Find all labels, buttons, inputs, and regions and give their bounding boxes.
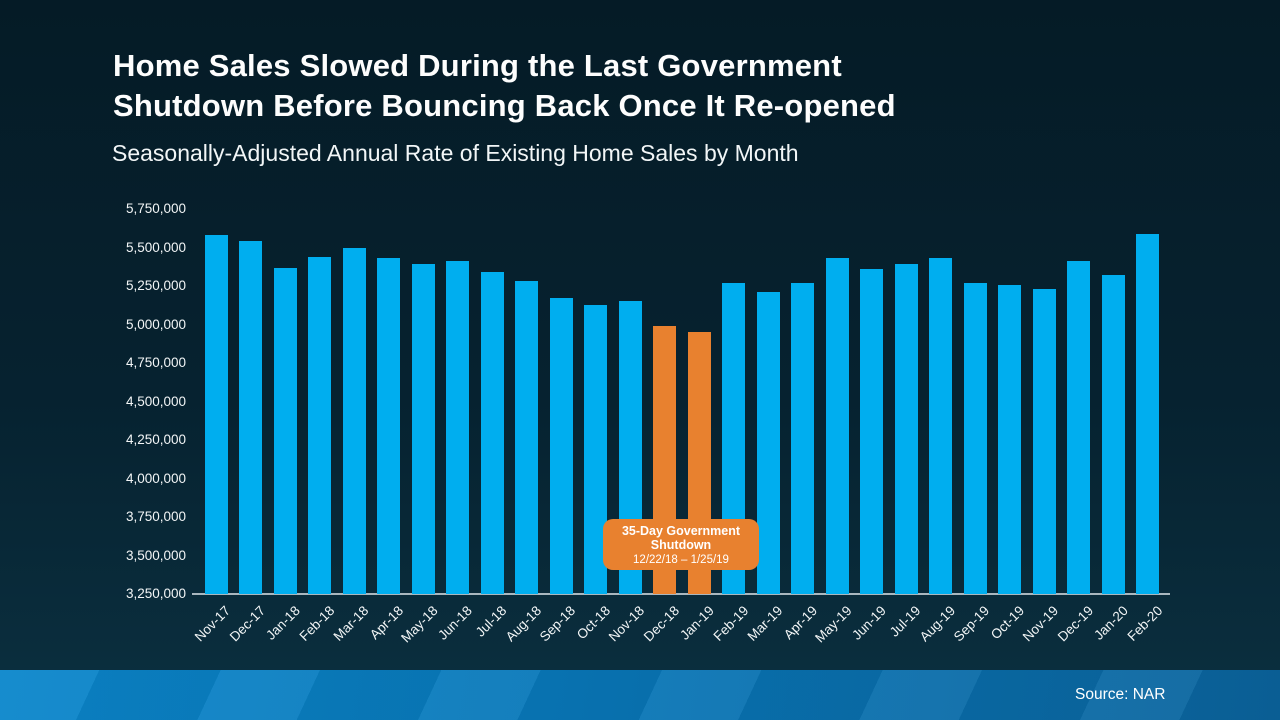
- y-axis-tick-label: 3,250,000: [125, 586, 186, 601]
- bar-jul-19: [894, 264, 918, 594]
- bar-jun-18: [446, 261, 469, 594]
- bar-jan-20: [1101, 275, 1125, 594]
- x-axis-label-feb-20: Feb-20: [1124, 603, 1166, 644]
- x-axis-label-dec-17: Dec-17: [226, 603, 269, 645]
- y-axis-tick-label: 4,250,000: [125, 432, 186, 447]
- bar-apr-18: [377, 258, 400, 594]
- y-axis: 3,250,000 3,500,000 3,750,000 4,000,000 4,25…: [0, 201, 186, 601]
- x-axis-label-aug-18: Aug-18: [502, 603, 545, 645]
- bar-nov-19: [1032, 289, 1056, 594]
- bar-feb-20: [1136, 233, 1159, 594]
- y-axis-tick-label: 3,500,000: [125, 547, 186, 563]
- x-axis-label-may-19: May-19: [812, 603, 855, 646]
- x-axis-label-aug-19: Aug-19: [916, 603, 959, 645]
- bar-may-19: [825, 258, 849, 594]
- page-subtitle: Seasonally-Adjusted Annual Rate of Exist…: [112, 140, 799, 166]
- bar-feb-18: [308, 256, 331, 594]
- x-axis-label-sep-19: Sep-19: [951, 603, 993, 645]
- x-axis-label-nov-18: Nov-18: [606, 603, 648, 645]
- bar-sep-19: [963, 282, 987, 594]
- x-axis-label-mar-18: Mar-18: [330, 603, 372, 644]
- bar-apr-19: [791, 282, 814, 594]
- x-axis-label-nov-19: Nov-19: [1020, 603, 1062, 645]
- x-axis-label-mar-19: Mar-19: [744, 603, 786, 644]
- x-axis-label-jan-18: Jan-18: [262, 603, 303, 643]
- annotation-dates: 12/22/18 – 1/25/19: [633, 553, 729, 566]
- bar-dec-19: [1067, 261, 1090, 594]
- x-axis-label-oct-18: Oct-18: [573, 603, 614, 643]
- bar-dec-17: [239, 241, 262, 594]
- x-axis-label-feb-19: Feb-19: [710, 603, 752, 644]
- bar-sep-18: [549, 298, 573, 594]
- y-axis-tick-label: 4,000,000: [125, 470, 186, 486]
- x-axis-label-jan-20: Jan-20: [1090, 603, 1131, 643]
- bar-may-18: [411, 264, 435, 594]
- annotation-line-1: 35-Day Government: [621, 523, 741, 538]
- bar-nov-17: [204, 235, 228, 594]
- y-axis-tick-label: 5,250,000: [125, 278, 186, 293]
- x-axis-label-nov-17: Nov-17: [192, 603, 234, 645]
- y-axis-tick-label: 5,000,000: [125, 316, 186, 332]
- bar-mar-19: [756, 292, 780, 594]
- x-axis-label-sep-18: Sep-18: [537, 603, 579, 645]
- bar-oct-19: [998, 284, 1021, 594]
- y-axis-tick-label: 4,750,000: [125, 355, 186, 370]
- annotation-line-2: Shutdown: [650, 538, 712, 552]
- y-axis-tick-label: 5,750,000: [125, 201, 186, 216]
- x-axis-label-may-18: May-18: [398, 603, 441, 646]
- bar-jun-19: [860, 269, 883, 594]
- plot-area: Nov-17 Dec-17 Jan-18 Feb-18 Mar-18 Apr-18 May-…: [192, 209, 1170, 645]
- bar-feb-19: [722, 282, 745, 594]
- x-axis-label-feb-18: Feb-18: [296, 603, 338, 644]
- x-axis-line: [192, 593, 1170, 595]
- footer-bar: Source: NAR: [0, 670, 1280, 720]
- bar-mar-18: [342, 247, 366, 594]
- x-axis-label-dec-18: Dec-18: [640, 603, 683, 645]
- bar-aug-19: [929, 258, 952, 594]
- shutdown-annotation: 35-Day Government Shutdown 12/22/18 – 1/…: [603, 519, 759, 570]
- bar-jan-18: [273, 267, 297, 594]
- x-axis-label-jun-19: Jun-19: [849, 603, 890, 643]
- y-axis-tick-label: 4,500,000: [125, 393, 186, 409]
- y-axis-tick-label: 3,750,000: [125, 509, 186, 524]
- x-axis-label-jun-18: Jun-18: [435, 603, 476, 643]
- bar-jul-18: [480, 272, 504, 594]
- x-axis-label-oct-19: Oct-19: [987, 603, 1028, 643]
- bar-aug-18: [515, 281, 538, 594]
- bar-oct-18: [584, 304, 607, 594]
- chart-area: 3,250,000 3,500,000 3,750,000 4,000,000 4,25…: [0, 201, 1170, 645]
- x-axis-label-dec-19: Dec-19: [1054, 603, 1097, 645]
- source-label: Source: NAR: [1075, 686, 1166, 703]
- y-axis-tick-label: 5,500,000: [125, 239, 186, 255]
- x-axis-label-jan-19: Jan-19: [676, 603, 717, 643]
- page-title: Home Sales Slowed During the Last Govern…: [113, 48, 896, 123]
